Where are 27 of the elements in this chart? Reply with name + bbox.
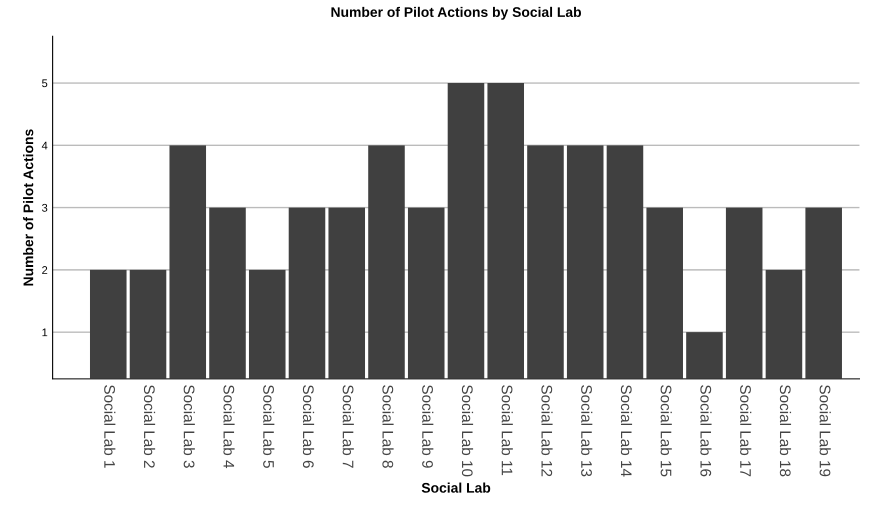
x-tick-label: Social Lab 7 [342,385,354,468]
x-tick-label: Social Lab 4 [223,385,235,468]
x-tick-label: Social Lab 10 [462,385,474,476]
x-tick-label: Social Lab 2 [144,385,156,468]
x-tick-label: Social Lab 8 [382,385,394,468]
x-tick-label: Social Lab 18 [780,385,792,476]
x-axis-title: Social Lab [422,482,490,493]
y-axis-title: Number of Pilot Actions [23,129,34,286]
x-tick-label: Social Lab 3 [184,385,195,468]
x-tick-label: Social Lab 13 [581,385,592,476]
x-tick-label: Social Lab 12 [541,385,553,476]
x-tick-label: Social Lab 9 [422,385,434,468]
chart-title: Number of Pilot Actions by Social Lab [331,6,582,20]
x-tick-label: Social Lab 14 [620,385,632,477]
x-tick-label: Social Lab 5 [263,385,274,468]
x-tick-label: Social Lab 16 [700,385,712,476]
x-tick-label: Social Lab 17 [740,385,752,476]
y-tick-label: 2 [42,266,48,274]
y-tick-label: 5 [42,79,48,88]
x-tick-label: Social Lab 11 [502,385,513,476]
y-tick-label: 3 [42,204,48,212]
y-tick-label: 4 [42,142,48,150]
x-tick-label: Social Lab 1 [104,385,116,468]
x-tick-label: Social Lab 6 [302,385,314,468]
x-tick-label: Social Lab 15 [660,385,672,476]
y-tick-label: 1 [42,328,48,336]
x-tick-label: Social Lab 19 [820,385,831,476]
